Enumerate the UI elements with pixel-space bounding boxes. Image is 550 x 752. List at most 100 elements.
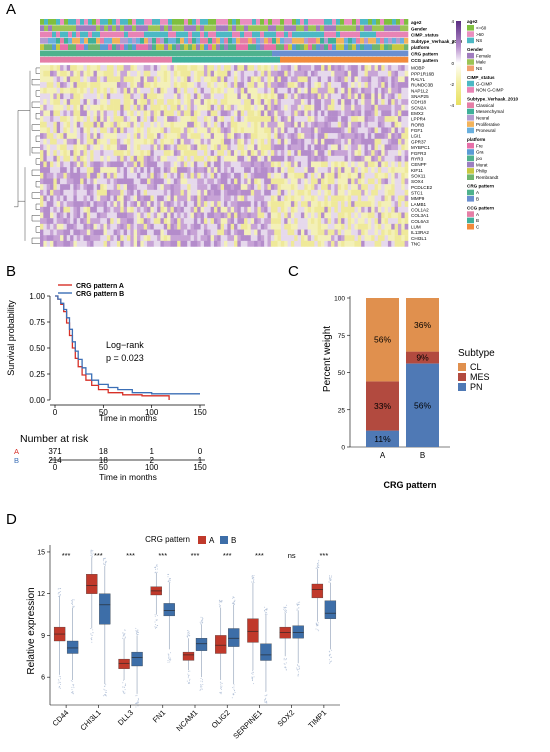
heatmap-cell bbox=[103, 195, 108, 202]
heatmap-cell bbox=[90, 201, 94, 208]
heatmap-cell bbox=[277, 87, 282, 94]
heatmap-cell bbox=[217, 212, 221, 219]
heatmap-cell bbox=[83, 150, 88, 157]
heatmap-cell bbox=[240, 229, 245, 236]
heatmap-cell bbox=[274, 218, 278, 225]
annotation-cell bbox=[136, 56, 141, 63]
heatmap-cell bbox=[86, 127, 91, 134]
heatmap-cell bbox=[86, 70, 91, 77]
heatmap-cell bbox=[354, 76, 359, 83]
heatmap-cell bbox=[46, 70, 51, 77]
box-outlier bbox=[60, 683, 61, 685]
heatmap-cell bbox=[247, 87, 252, 94]
heatmap-cell bbox=[83, 116, 88, 122]
heatmap-cell bbox=[56, 127, 61, 134]
heatmap-cell bbox=[240, 218, 245, 225]
heatmap-cell bbox=[297, 161, 302, 168]
box-outlier bbox=[154, 572, 156, 574]
heatmap-cell bbox=[287, 223, 292, 230]
heatmap-cell bbox=[321, 195, 325, 202]
heatmap-cell bbox=[294, 82, 298, 88]
annotation-cell bbox=[64, 50, 69, 57]
heatmap-cell bbox=[173, 70, 178, 77]
heatmap-cell bbox=[287, 201, 292, 208]
heatmap-cell bbox=[86, 206, 91, 213]
heatmap-cell bbox=[40, 235, 44, 242]
heatmap-cell bbox=[224, 212, 228, 219]
risk-x-tick-label: 150 bbox=[193, 463, 207, 472]
heatmap-cell bbox=[287, 76, 292, 83]
heatmap-cell bbox=[387, 172, 392, 179]
annotation-cell bbox=[76, 44, 81, 50]
annotation-cell bbox=[296, 25, 301, 32]
annotation-cell bbox=[220, 50, 225, 57]
heatmap-cell bbox=[143, 212, 148, 219]
heatmap-cell bbox=[250, 82, 255, 88]
annotation-cell bbox=[312, 37, 317, 44]
heatmap-cell bbox=[304, 189, 308, 196]
heatmap-cell bbox=[120, 240, 124, 247]
annotation-cell bbox=[112, 44, 117, 50]
heatmap-cell bbox=[106, 116, 111, 122]
heatmap-cell bbox=[40, 87, 44, 94]
heatmap-cell bbox=[160, 167, 165, 174]
heatmap-cell bbox=[280, 133, 285, 140]
heatmap-cell bbox=[254, 212, 258, 219]
heatmap-cell bbox=[247, 70, 252, 77]
annotation-cell bbox=[240, 56, 245, 63]
heatmap-cell bbox=[317, 167, 322, 174]
heatmap-cell bbox=[267, 195, 272, 202]
heatmap-cell bbox=[224, 82, 228, 88]
heatmap-cell bbox=[307, 184, 312, 191]
box-outlier bbox=[91, 556, 93, 558]
heatmap-cell bbox=[294, 150, 298, 157]
heatmap-cell bbox=[297, 150, 302, 157]
heatmap-cell bbox=[284, 76, 288, 83]
heatmap-cell bbox=[197, 178, 201, 185]
box-outlier bbox=[154, 626, 156, 628]
heatmap-cell bbox=[277, 133, 282, 140]
heatmap-cell bbox=[123, 144, 128, 151]
heatmap-cell bbox=[377, 178, 382, 185]
heatmap-cell bbox=[277, 150, 282, 157]
heatmap-cell bbox=[240, 172, 245, 179]
heatmap-cell bbox=[297, 212, 302, 219]
heatmap-cell bbox=[53, 167, 58, 174]
heatmap-cell bbox=[377, 172, 382, 179]
heatmap-cell bbox=[43, 184, 47, 191]
annotation-cell bbox=[124, 37, 129, 44]
heatmap-cell bbox=[190, 235, 195, 242]
heatmap-cell bbox=[63, 218, 68, 225]
heatmap-cell bbox=[167, 99, 171, 105]
annotation-cell bbox=[64, 56, 69, 63]
heatmap-cell bbox=[404, 99, 409, 105]
heatmap-cell bbox=[180, 195, 185, 202]
annotation-cell bbox=[216, 19, 221, 25]
box-outlier bbox=[220, 682, 222, 684]
heatmap-cell bbox=[60, 167, 64, 174]
heatmap-cell bbox=[334, 167, 339, 174]
box-outlier bbox=[90, 638, 92, 640]
heatmap-cell bbox=[207, 65, 211, 71]
heatmap-cell bbox=[384, 76, 389, 83]
heatmap-cell bbox=[377, 138, 382, 145]
heatmap-cell bbox=[287, 65, 292, 71]
heatmap-cell bbox=[374, 189, 379, 196]
heatmap-cell bbox=[394, 201, 399, 208]
heatmap-cell bbox=[361, 133, 365, 140]
heatmap-cell bbox=[264, 229, 268, 236]
heatmap-cell bbox=[397, 76, 402, 83]
heatmap-cell bbox=[397, 206, 402, 213]
legend-swatch bbox=[467, 217, 474, 224]
heatmap-cell bbox=[177, 178, 181, 185]
annotation-cell bbox=[400, 37, 405, 44]
heatmap-cell bbox=[50, 110, 54, 117]
heatmap-cell bbox=[203, 223, 208, 230]
heatmap-cell bbox=[397, 189, 402, 196]
heatmap-cell bbox=[347, 172, 352, 179]
heatmap-cell bbox=[177, 201, 181, 208]
heatmap-cell bbox=[274, 229, 278, 236]
gene-label: CENPF bbox=[411, 162, 427, 167]
heatmap-cell bbox=[371, 189, 375, 196]
heatmap-cell bbox=[334, 104, 339, 111]
